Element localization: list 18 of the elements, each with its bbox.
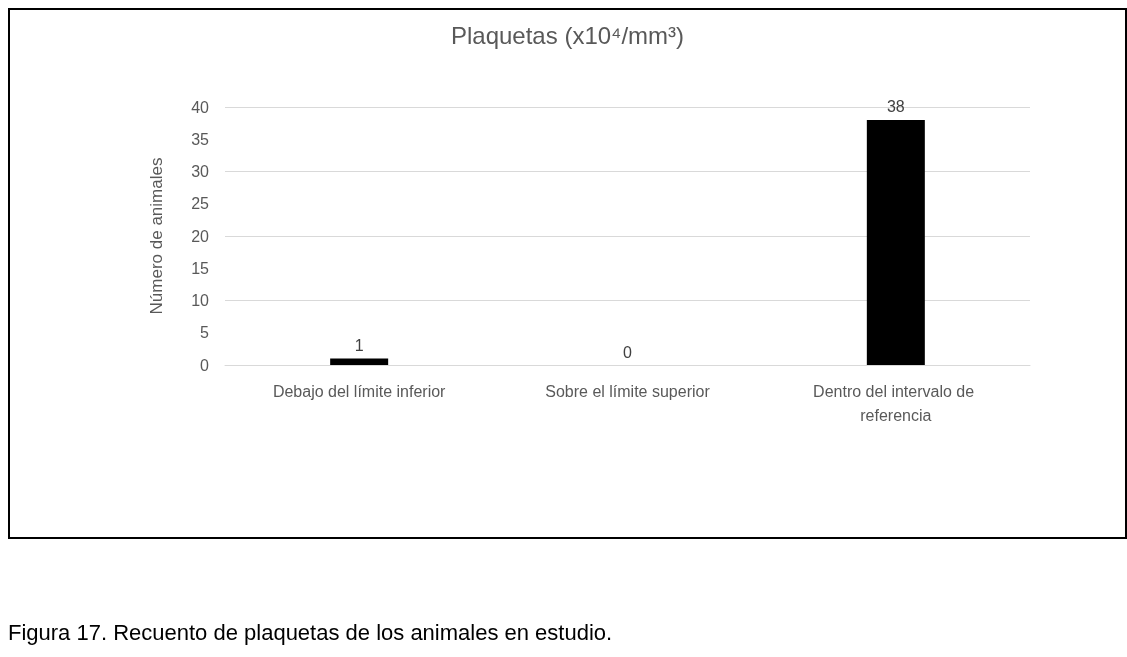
y-tick-label: 10 bbox=[191, 292, 210, 309]
y-tick-label: 30 bbox=[191, 163, 210, 180]
data-label: 38 bbox=[886, 98, 905, 116]
y-tick-label: 15 bbox=[191, 259, 210, 277]
y-axis-title: Número de animales bbox=[147, 157, 166, 315]
x-tick-label: Sobre el límite superior bbox=[545, 382, 711, 400]
x-tick-label: Debajo del límite inferior bbox=[272, 382, 447, 400]
data-label: 0 bbox=[623, 343, 633, 361]
y-tick-label: 40 bbox=[191, 98, 210, 116]
data-label: 1 bbox=[354, 337, 364, 355]
text: Figura 17. Recuento de plaquetas de los animales en estudio. bbox=[8, 620, 613, 646]
y-tick-label: 25 bbox=[191, 195, 210, 213]
x-tick-label: Dentro del intervalo de referencia bbox=[813, 382, 979, 424]
y-tick-label: 35 bbox=[191, 130, 210, 148]
y-tick-label: 20 bbox=[191, 227, 210, 245]
chart-title: Plaquetas (x10⁴/mm³) bbox=[450, 21, 685, 49]
y-tick-label: 5 bbox=[200, 324, 210, 342]
y-tick-label: 0 bbox=[200, 356, 210, 374]
